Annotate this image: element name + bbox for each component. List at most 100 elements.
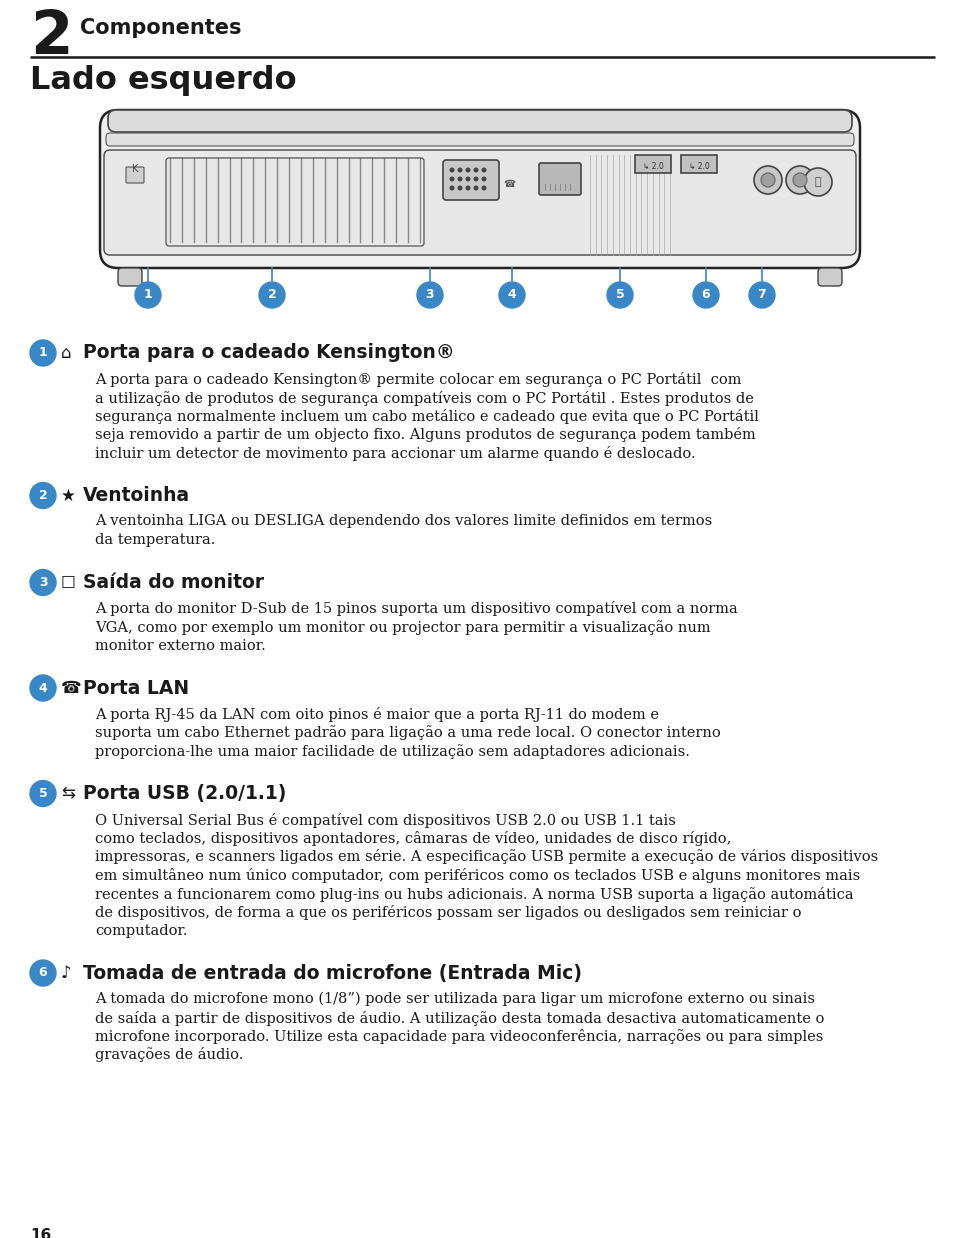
- Circle shape: [754, 166, 782, 194]
- Text: ☎: ☎: [503, 180, 516, 189]
- Circle shape: [450, 177, 454, 181]
- Text: Tomada de entrada do microfone (Entrada Mic): Tomada de entrada do microfone (Entrada …: [83, 963, 582, 983]
- Text: 1: 1: [38, 347, 47, 359]
- Text: proporciona-lhe uma maior facilidade de utilização sem adaptadores adicionais.: proporciona-lhe uma maior facilidade de …: [95, 744, 690, 759]
- Text: monitor externo maior.: monitor externo maior.: [95, 639, 266, 652]
- Text: 4: 4: [38, 681, 47, 695]
- Circle shape: [30, 483, 56, 509]
- Text: seja removido a partir de um objecto fixo. Alguns produtos de segurança podem ta: seja removido a partir de um objecto fix…: [95, 427, 756, 442]
- FancyBboxPatch shape: [104, 150, 856, 255]
- Text: 1: 1: [144, 288, 153, 302]
- Text: O Universal Serial Bus é compatível com dispositivos USB 2.0 ou USB 1.1 tais: O Universal Serial Bus é compatível com …: [95, 812, 676, 827]
- Circle shape: [467, 177, 469, 181]
- Circle shape: [804, 168, 832, 196]
- Text: A porta do monitor D-Sub de 15 pinos suporta um dispositivo compatível com a nor: A porta do monitor D-Sub de 15 pinos sup…: [95, 602, 737, 617]
- FancyBboxPatch shape: [443, 160, 499, 201]
- FancyBboxPatch shape: [118, 267, 142, 286]
- Text: 7: 7: [757, 288, 766, 302]
- Text: 5: 5: [38, 787, 47, 800]
- Text: de dispositivos, de forma a que os periféricos possam ser ligados ou desligados : de dispositivos, de forma a que os perif…: [95, 905, 802, 920]
- FancyBboxPatch shape: [106, 132, 854, 146]
- Circle shape: [474, 177, 478, 181]
- Text: suporta um cabo Ethernet padrão para ligação a uma rede local. O conector intern: suporta um cabo Ethernet padrão para lig…: [95, 725, 721, 740]
- Text: Porta USB (2.0/1.1): Porta USB (2.0/1.1): [83, 784, 286, 803]
- Text: 2: 2: [30, 7, 73, 67]
- Text: A tomada do microfone mono (1/8”) pode ser utilizada para ligar um microfone ext: A tomada do microfone mono (1/8”) pode s…: [95, 992, 815, 1006]
- Text: incluir um detector de movimento para accionar um alarme quando é deslocado.: incluir um detector de movimento para ac…: [95, 446, 696, 461]
- Circle shape: [793, 173, 807, 187]
- Text: de saída a partir de dispositivos de áudio. A utilização desta tomada desactiva : de saída a partir de dispositivos de áud…: [95, 1010, 825, 1025]
- FancyBboxPatch shape: [681, 155, 717, 173]
- Text: A ventoinha LIGA ou DESLIGA dependendo dos valores limite definidos em termos: A ventoinha LIGA ou DESLIGA dependendo d…: [95, 515, 712, 529]
- FancyBboxPatch shape: [126, 167, 144, 183]
- Text: 5: 5: [615, 288, 624, 302]
- Text: ☎: ☎: [61, 678, 82, 697]
- Text: ☐: ☐: [61, 573, 76, 592]
- Text: Porta para o cadeado Kensington®: Porta para o cadeado Kensington®: [83, 343, 455, 363]
- Text: gravações de áudio.: gravações de áudio.: [95, 1047, 244, 1062]
- Text: VGA, como por exemplo um monitor ou projector para permitir a visualização num: VGA, como por exemplo um monitor ou proj…: [95, 620, 710, 635]
- Text: a utilização de produtos de segurança compatíveis com o PC Portátil . Estes prod: a utilização de produtos de segurança co…: [95, 390, 754, 406]
- Text: segurança normalmente incluem um cabo metálico e cadeado que evita que o PC Port: segurança normalmente incluem um cabo me…: [95, 409, 758, 423]
- Text: ↳ 2.0: ↳ 2.0: [642, 161, 663, 171]
- Circle shape: [450, 168, 454, 172]
- Text: computador.: computador.: [95, 924, 187, 937]
- Text: microfone incorporado. Utilize esta capacidade para videoconferência, narrações : microfone incorporado. Utilize esta capa…: [95, 1029, 824, 1044]
- Circle shape: [467, 186, 469, 189]
- Circle shape: [30, 569, 56, 595]
- Text: 2: 2: [268, 288, 276, 302]
- Circle shape: [474, 186, 478, 189]
- Circle shape: [482, 168, 486, 172]
- Text: Lado esquerdo: Lado esquerdo: [30, 66, 297, 97]
- Text: ⇆: ⇆: [61, 785, 75, 802]
- Text: 3: 3: [425, 288, 434, 302]
- Text: Saída do monitor: Saída do monitor: [83, 573, 264, 592]
- Circle shape: [30, 675, 56, 701]
- Circle shape: [450, 186, 454, 189]
- Circle shape: [499, 282, 525, 308]
- Circle shape: [786, 166, 814, 194]
- Circle shape: [607, 282, 633, 308]
- Text: ↳ 2.0: ↳ 2.0: [688, 161, 709, 171]
- Circle shape: [135, 282, 161, 308]
- Circle shape: [482, 186, 486, 189]
- Text: ★: ★: [61, 487, 76, 505]
- Text: ⏻: ⏻: [815, 177, 822, 187]
- Circle shape: [458, 177, 462, 181]
- Text: 4: 4: [508, 288, 516, 302]
- Circle shape: [474, 168, 478, 172]
- Circle shape: [259, 282, 285, 308]
- Text: 3: 3: [38, 576, 47, 589]
- Text: ♪: ♪: [61, 964, 72, 982]
- Text: A porta para o cadeado Kensington® permite colocar em segurança o PC Portátil  c: A porta para o cadeado Kensington® permi…: [95, 371, 741, 387]
- Text: da temperatura.: da temperatura.: [95, 534, 215, 547]
- Text: 6: 6: [702, 288, 710, 302]
- Circle shape: [30, 959, 56, 985]
- Circle shape: [693, 282, 719, 308]
- Text: A porta RJ-45 da LAN com oito pinos é maior que a porta RJ-11 do modem e: A porta RJ-45 da LAN com oito pinos é ma…: [95, 707, 659, 722]
- Text: Componentes: Componentes: [80, 19, 242, 38]
- Circle shape: [482, 177, 486, 181]
- Text: em simultâneo num único computador, com periféricos como os teclados USB e algun: em simultâneo num único computador, com …: [95, 868, 860, 883]
- Circle shape: [761, 173, 775, 187]
- Circle shape: [458, 168, 462, 172]
- FancyBboxPatch shape: [818, 267, 842, 286]
- Text: 6: 6: [38, 967, 47, 979]
- Text: impressoras, e scanners ligados em série. A especificação USB permite a execução: impressoras, e scanners ligados em série…: [95, 849, 878, 864]
- Circle shape: [30, 780, 56, 806]
- Circle shape: [417, 282, 443, 308]
- FancyBboxPatch shape: [635, 155, 671, 173]
- Circle shape: [467, 168, 469, 172]
- FancyBboxPatch shape: [539, 163, 581, 196]
- Text: como teclados, dispositivos apontadores, câmaras de vídeo, unidades de disco ríg: como teclados, dispositivos apontadores,…: [95, 831, 732, 846]
- Text: Ventoinha: Ventoinha: [83, 487, 190, 505]
- Circle shape: [458, 186, 462, 189]
- Text: K: K: [132, 163, 138, 175]
- Text: recentes a funcionarem como plug-ins ou hubs adicionais. A norma USB suporta a l: recentes a funcionarem como plug-ins ou …: [95, 886, 853, 901]
- Circle shape: [749, 282, 775, 308]
- FancyBboxPatch shape: [100, 110, 860, 267]
- Text: Porta LAN: Porta LAN: [83, 678, 189, 697]
- FancyBboxPatch shape: [108, 110, 852, 132]
- Text: 2: 2: [38, 489, 47, 501]
- Circle shape: [30, 340, 56, 366]
